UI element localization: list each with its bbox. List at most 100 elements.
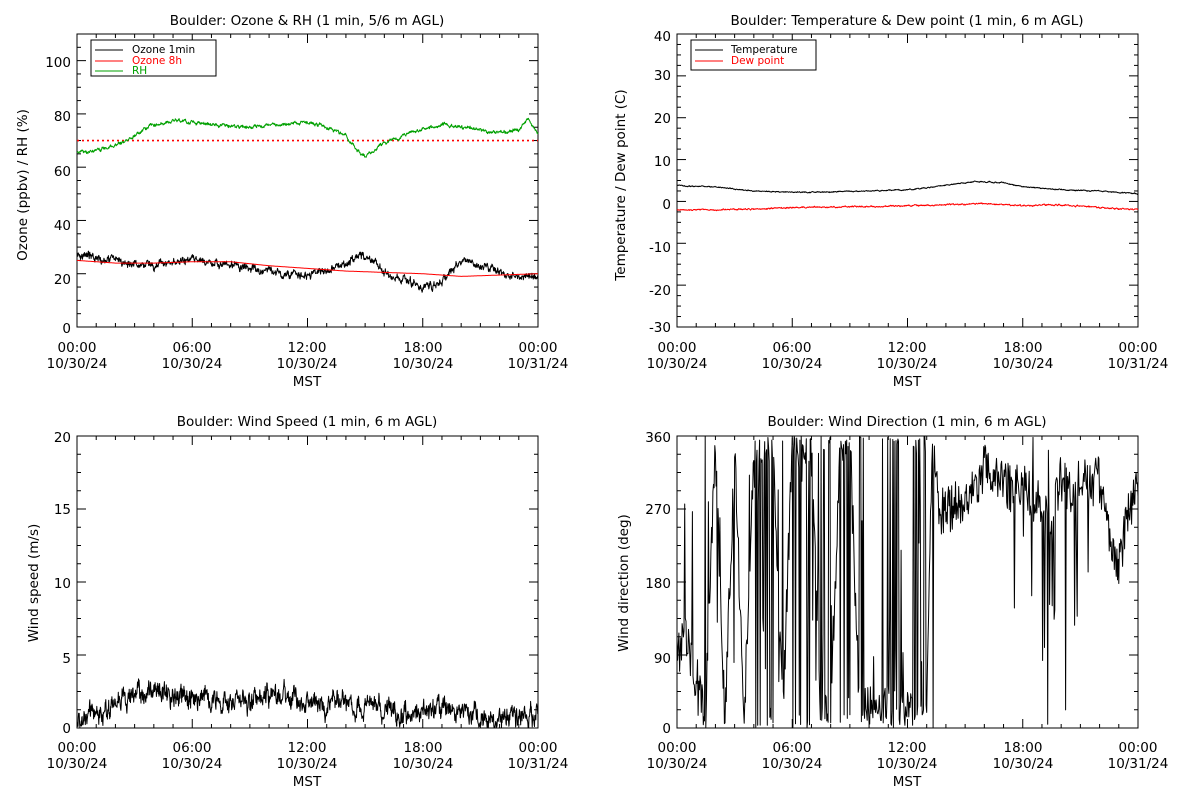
x-tick-label: 18:00 bbox=[404, 340, 443, 356]
x-tick-label: 00:00 bbox=[519, 340, 558, 356]
y-tick-labels: 0 20 40 60 80 100 bbox=[45, 55, 71, 337]
y-tick-label: 0 bbox=[62, 321, 71, 337]
legend: Ozone 1min Ozone 8h RH bbox=[90, 39, 217, 77]
x-tick-label: 10/30/24 bbox=[993, 356, 1054, 372]
y-tick-label: 10 bbox=[54, 576, 71, 592]
legend-dew-point: Dew point bbox=[731, 55, 784, 67]
y-axis-label: Wind direction (deg) bbox=[616, 514, 632, 652]
y-tick-labels: 0 90 180 270 360 bbox=[645, 430, 671, 737]
x-tick-label: 10/31/24 bbox=[508, 356, 569, 372]
x-tick-label: 10/30/24 bbox=[877, 756, 938, 772]
x-tick-label: 18:00 bbox=[1004, 740, 1043, 756]
y-tick-label: 90 bbox=[654, 651, 671, 667]
x-tick-label: 10/31/24 bbox=[1108, 356, 1169, 372]
plot-area bbox=[76, 33, 539, 328]
y-axis-label: Wind speed (m/s) bbox=[26, 524, 42, 643]
legend-ozone-1min: Ozone 1min bbox=[132, 44, 195, 56]
y-tick-label: 80 bbox=[54, 109, 71, 125]
y-tick-label: 180 bbox=[645, 576, 671, 592]
x-tick-label: 00:00 bbox=[519, 740, 558, 756]
y-tick-label: 0 bbox=[662, 721, 671, 737]
chart-title: Boulder: Wind Speed (1 min, 6 m AGL) bbox=[177, 414, 437, 430]
x-tick-label: 10/30/24 bbox=[162, 756, 223, 772]
x-tick-labels: 00:00 10/30/24 06:00 10/30/24 12:00 10/3… bbox=[647, 740, 1169, 772]
y-tick-label: 40 bbox=[654, 29, 671, 45]
x-tick-label: 10/30/24 bbox=[993, 756, 1054, 772]
legend-temperature: Temperature bbox=[730, 44, 798, 56]
y-tick-labels: 0 5 10 15 20 bbox=[54, 430, 71, 737]
series-line-series-0 bbox=[676, 435, 1139, 729]
y-tick-label: 60 bbox=[54, 164, 71, 180]
legend: Temperature Dew point bbox=[690, 39, 817, 71]
y-tick-label: 15 bbox=[54, 502, 71, 518]
x-axis-label: MST bbox=[893, 374, 922, 390]
y-tick-label: -30 bbox=[649, 320, 671, 336]
x-tick-label: 00:00 bbox=[658, 340, 697, 356]
series-line-rh bbox=[76, 117, 539, 158]
series-line-ozone-8h bbox=[76, 259, 539, 277]
x-tick-label: 12:00 bbox=[288, 340, 327, 356]
y-tick-label: 5 bbox=[62, 651, 71, 667]
x-tick-label: 00:00 bbox=[58, 340, 97, 356]
chart-title: Boulder: Ozone & RH (1 min, 5/6 m AGL) bbox=[170, 13, 445, 29]
x-tick-label: 10/30/24 bbox=[162, 356, 223, 372]
y-tick-label: 10 bbox=[654, 154, 671, 170]
x-tick-label: 06:00 bbox=[773, 740, 812, 756]
x-tick-label: 10/31/24 bbox=[508, 756, 569, 772]
x-tick-label: 00:00 bbox=[1119, 740, 1158, 756]
chart-title: Boulder: Wind Direction (1 min, 6 m AGL) bbox=[767, 414, 1046, 430]
legend-box bbox=[90, 39, 217, 77]
x-tick-labels: 00:00 10/30/24 06:00 10/30/24 12:00 10/3… bbox=[647, 340, 1169, 372]
y-tick-labels: -30 -20 -10 0 10 20 30 40 bbox=[649, 29, 671, 336]
x-tick-label: 10/30/24 bbox=[762, 756, 823, 772]
ozone-rh-panel: Boulder: Ozone & RH (1 min, 5/6 m AGL) O… bbox=[15, 13, 568, 390]
x-tick-label: 00:00 bbox=[58, 740, 97, 756]
x-tick-label: 12:00 bbox=[888, 740, 927, 756]
x-tick-label: 06:00 bbox=[773, 340, 812, 356]
plot-area bbox=[676, 435, 1139, 729]
x-axis-label: MST bbox=[893, 774, 922, 790]
y-tick-label: -20 bbox=[649, 283, 671, 299]
x-tick-label: 10/30/24 bbox=[47, 356, 108, 372]
wind-direction-panel: Boulder: Wind Direction (1 min, 6 m AGL)… bbox=[616, 414, 1168, 790]
x-tick-label: 10/30/24 bbox=[277, 756, 338, 772]
x-tick-label: 10/30/24 bbox=[647, 356, 708, 372]
wind-speed-panel: Boulder: Wind Speed (1 min, 6 m AGL) Win… bbox=[26, 414, 568, 790]
x-tick-label: 10/31/24 bbox=[1108, 756, 1169, 772]
x-tick-label: 12:00 bbox=[288, 740, 327, 756]
x-axis-label: MST bbox=[293, 374, 322, 390]
y-tick-label: 0 bbox=[662, 197, 671, 213]
x-tick-label: 10/30/24 bbox=[877, 356, 938, 372]
x-tick-label: 10/30/24 bbox=[47, 756, 108, 772]
y-tick-label: 100 bbox=[45, 55, 71, 71]
y-tick-label: -10 bbox=[649, 240, 671, 256]
x-tick-label: 10/30/24 bbox=[393, 356, 454, 372]
series-line-dew-point bbox=[676, 202, 1139, 212]
x-tick-labels: 00:00 10/30/24 06:00 10/30/24 12:00 10/3… bbox=[47, 340, 569, 372]
y-tick-label: 30 bbox=[654, 68, 671, 84]
x-tick-label: 18:00 bbox=[1004, 340, 1043, 356]
y-axis-label: Temperature / Dew point (C) bbox=[613, 89, 629, 281]
legend-rh: RH bbox=[132, 65, 147, 77]
x-tick-label: 10/30/24 bbox=[647, 756, 708, 772]
series-line-ozone-1min bbox=[76, 250, 539, 293]
legend-ozone-8h: Ozone 8h bbox=[132, 55, 182, 67]
y-axis-label: Ozone (ppbv) / RH (%) bbox=[15, 109, 31, 261]
series-line-series-0 bbox=[76, 678, 539, 729]
plot-area bbox=[676, 33, 1139, 328]
y-tick-label: 20 bbox=[54, 430, 71, 446]
x-tick-labels: 00:00 10/30/24 06:00 10/30/24 12:00 10/3… bbox=[47, 740, 569, 772]
x-tick-label: 10/30/24 bbox=[393, 756, 454, 772]
temperature-dewpoint-panel: Boulder: Temperature & Dew point (1 min,… bbox=[613, 13, 1168, 390]
y-tick-label: 0 bbox=[62, 721, 71, 737]
y-tick-label: 20 bbox=[54, 272, 71, 288]
x-tick-label: 06:00 bbox=[173, 740, 212, 756]
y-tick-label: 20 bbox=[654, 111, 671, 127]
series-line-temperature bbox=[676, 180, 1139, 196]
legend-box bbox=[690, 39, 817, 71]
y-tick-label: 360 bbox=[645, 430, 671, 446]
x-tick-label: 00:00 bbox=[658, 740, 697, 756]
x-tick-label: 10/30/24 bbox=[762, 356, 823, 372]
y-tick-label: 40 bbox=[54, 218, 71, 234]
